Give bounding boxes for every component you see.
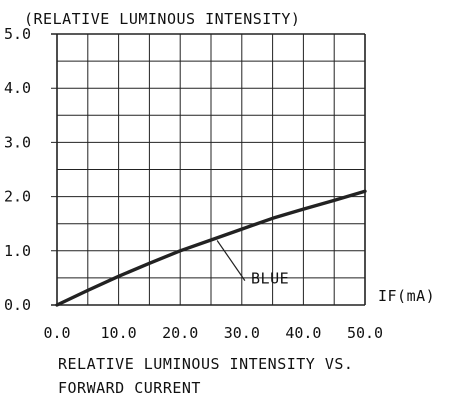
tick-labels: 0.0 1.0 2.0 3.0 4.0 5.0 0.0 10.0 20.0 30.0 40.0 50.… — [4, 25, 383, 342]
y-tick-label: 3.0 — [4, 133, 31, 151]
chart-title: (RELATIVE LUMINOUS INTENSITY) — [24, 10, 300, 28]
y-tick-label: 5.0 — [4, 25, 31, 43]
y-tick-label: 0.0 — [4, 296, 31, 314]
series: BLUE — [55, 189, 367, 307]
x-tick-label: 10.0 — [101, 324, 137, 342]
x-axis-label: IF(mA) — [378, 287, 435, 305]
series-label-leader — [216, 240, 246, 281]
series-line — [55, 189, 367, 307]
series-label: BLUE — [251, 269, 289, 287]
x-tick-label: 40.0 — [285, 324, 321, 342]
x-tick-label: 30.0 — [224, 324, 260, 342]
x-tick-label: 20.0 — [162, 324, 198, 342]
x-tick-label: 50.0 — [347, 324, 383, 342]
y-tick-label: 2.0 — [4, 188, 31, 206]
y-tick-label: 1.0 — [4, 242, 31, 260]
grid — [51, 33, 366, 306]
caption-line-1: RELATIVE LUMINOUS INTENSITY VS. — [58, 355, 353, 373]
x-tick-label: 0.0 — [43, 324, 70, 342]
caption-line-2: FORWARD CURRENT — [58, 379, 201, 397]
y-tick-label: 4.0 — [4, 79, 31, 97]
